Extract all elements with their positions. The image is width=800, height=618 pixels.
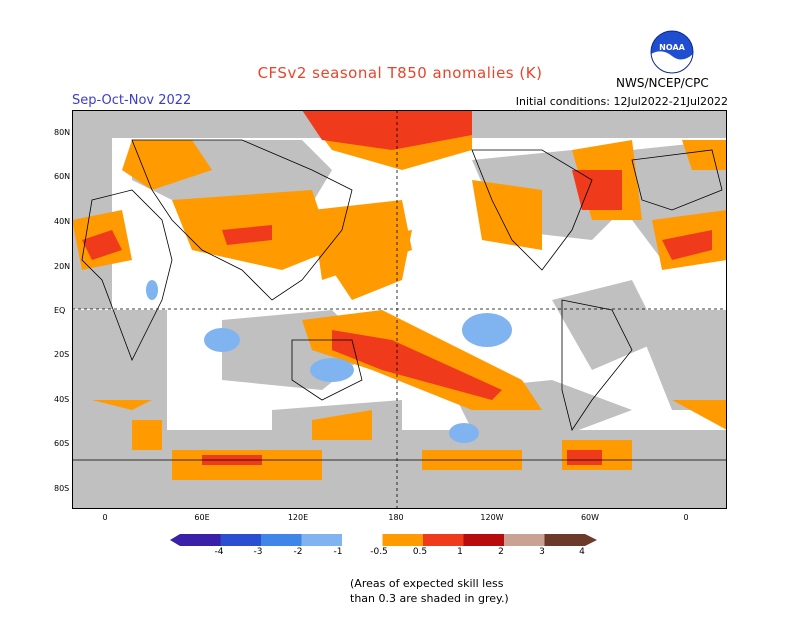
colorbar-segment [423,534,464,546]
lon-label: 120W [480,513,504,522]
colorbar-label: -3 [253,547,263,557]
lon-label: 120E [287,513,309,522]
colorbar-label: -4 [214,547,224,557]
lat-label: 40N [54,217,71,226]
colorbar-segment [382,534,423,546]
lat-label: 80S [54,484,70,493]
season-label: Sep-Oct-Nov 2022 [72,93,192,108]
colorbar-label: -2 [293,547,303,557]
colorbar-arrow-left [170,534,180,546]
colorbar-label: -0.5 [370,547,388,557]
lat-label: 60S [54,439,70,448]
colorbar-segments [170,534,597,546]
logo-text: NOAA [659,43,685,52]
reference-lines [72,110,727,509]
lat-label: 60N [54,172,71,181]
blue-cool-areas [146,280,512,443]
colorbar-segment [504,534,545,546]
colorbar-segment [180,534,221,546]
colorbar-label: 1 [457,547,463,557]
lon-label: 180 [388,513,404,522]
lon-label: 0 [683,513,689,522]
initial-conditions-label: Initial conditions: 12Jul2022-21Jul2022 [515,95,728,108]
skill-note-line: than 0.3 are shaded in grey.) [350,592,509,605]
colorbar [170,534,597,546]
lat-label: EQ [54,306,66,315]
chart-title: CFSv2 seasonal T850 anomalies (K) [257,64,543,82]
lon-label: 60W [580,513,600,522]
lat-label: 20S [54,350,70,359]
agency-label: NWS/NCEP/CPC [616,76,709,90]
skill-note-line: (Areas of expected skill less [350,577,504,590]
lat-label: 80N [54,128,71,137]
colorbar-label: 0.5 [412,547,428,557]
colorbar-segment [301,534,342,546]
colorbar-segment [544,534,585,546]
coastlines [72,139,727,461]
anomaly-map [72,110,727,509]
colorbar-label: 2 [498,547,504,557]
noaa-logo: NOAA [650,30,694,74]
colorbar-segment [220,534,261,546]
skill-note: (Areas of expected skill less than 0.3 a… [350,576,509,606]
colorbar-segment [261,534,302,546]
colorbar-arrow-right [585,534,597,546]
colorbar-label: 4 [579,547,585,557]
colorbar-label: 3 [539,547,545,557]
colorbar-segment [342,534,383,546]
lon-label: 60E [194,513,210,522]
lon-label: 0 [102,513,108,522]
colorbar-segment [463,534,504,546]
colorbar-label: -1 [333,547,343,557]
lat-label: 40S [54,395,70,404]
map-frame [72,110,727,509]
lat-label: 20N [54,262,71,271]
